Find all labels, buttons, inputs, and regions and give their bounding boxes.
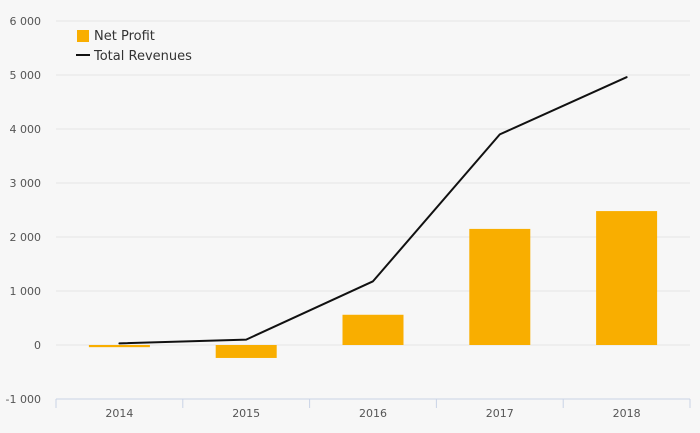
- y-tick-label: -1 000: [6, 393, 41, 406]
- legend: Net Profit Total Revenues: [76, 29, 192, 64]
- y-tick-label: 6 000: [10, 15, 42, 28]
- x-axis: 2014 2015 2016 2017 2018: [55, 398, 691, 420]
- y-tick-label: 3 000: [10, 177, 42, 190]
- y-tick-label: 4 000: [10, 123, 42, 136]
- y-tick-label: 1 000: [10, 285, 42, 298]
- net-profit-bar: [342, 314, 404, 345]
- x-tick-label: 2018: [613, 407, 641, 420]
- y-tick-label: 0: [34, 339, 41, 352]
- net-profit-bar: [469, 228, 531, 345]
- x-tick-label: 2014: [105, 407, 133, 420]
- net-profit-bar: [215, 345, 277, 358]
- y-tick-label: 2 000: [10, 231, 42, 244]
- net-profit-bar: [88, 345, 150, 348]
- total-revenues-line-series: [118, 76, 628, 345]
- gridlines: [56, 20, 690, 346]
- y-axis: -1 000 0 1 000 2 000 3 000 4 000 5 000 6 000: [6, 15, 41, 406]
- total-revenues-line: [118, 76, 628, 345]
- legend-label-net-profit: Net Profit: [94, 29, 155, 44]
- legend-label-total-revenues: Total Revenues: [93, 49, 192, 64]
- x-tick-label: 2017: [486, 407, 514, 420]
- x-tick-label: 2015: [232, 407, 260, 420]
- legend-swatch-net-profit: [77, 30, 89, 42]
- net-profit-bars: [88, 211, 658, 358]
- x-tick-label: 2016: [359, 407, 387, 420]
- net-profit-bar: [596, 211, 658, 345]
- y-tick-label: 5 000: [10, 69, 42, 82]
